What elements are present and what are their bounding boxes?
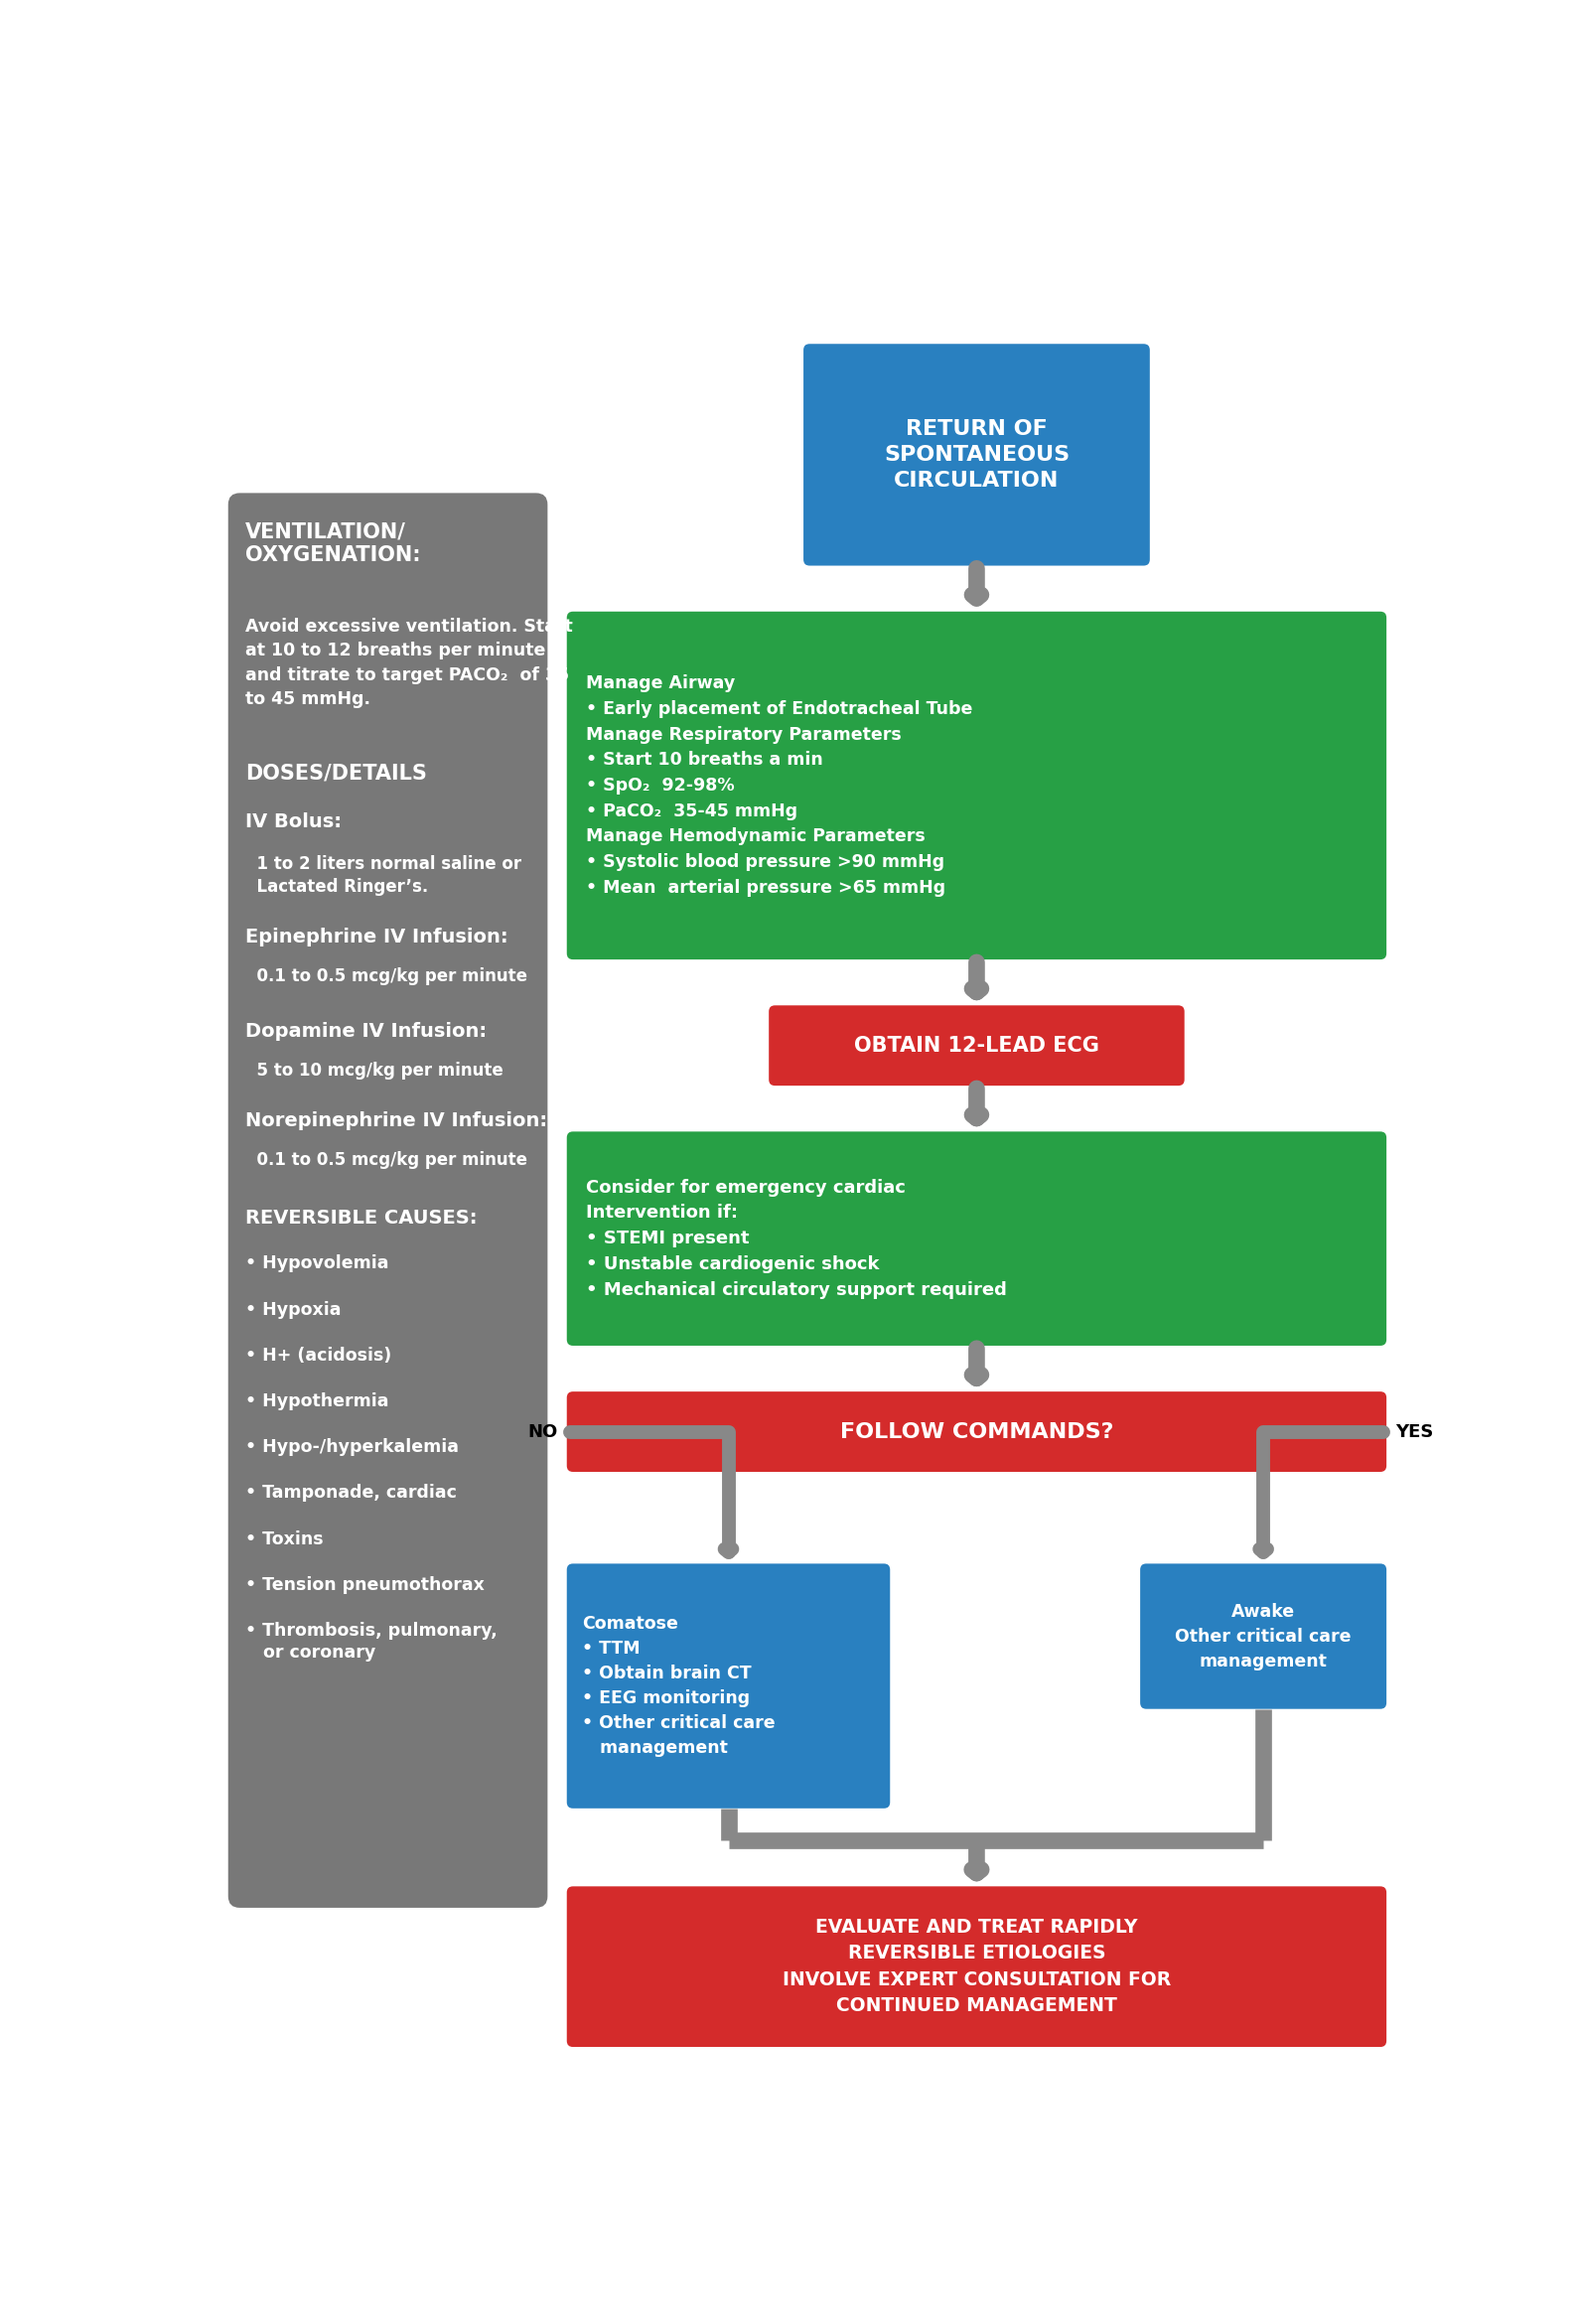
FancyBboxPatch shape (567, 1564, 891, 1808)
FancyBboxPatch shape (227, 493, 548, 1908)
Text: 5 to 10 mcg/kg per minute: 5 to 10 mcg/kg per minute (245, 1062, 504, 1081)
Text: Manage Airway
• Early placement of Endotracheal Tube
Manage Respiratory Paramete: Manage Airway • Early placement of Endot… (586, 674, 973, 897)
Text: Norepinephrine IV Infusion:: Norepinephrine IV Infusion: (245, 1111, 546, 1129)
Text: Avoid excessive ventilation. Start
at 10 to 12 breaths per minute
and titrate to: Avoid excessive ventilation. Start at 10… (245, 618, 573, 709)
FancyBboxPatch shape (567, 1392, 1386, 1471)
Text: • Hypoxia: • Hypoxia (245, 1301, 341, 1318)
Text: OBTAIN 12-LEAD ECG: OBTAIN 12-LEAD ECG (854, 1037, 1099, 1055)
Text: 1 to 2 liters normal saline or
  Lactated Ringer’s.: 1 to 2 liters normal saline or Lactated … (245, 855, 521, 895)
FancyBboxPatch shape (567, 1887, 1386, 2047)
Text: NO: NO (527, 1422, 557, 1441)
Text: • Hypo-/hyperkalemia: • Hypo-/hyperkalemia (245, 1439, 458, 1457)
Text: • Hypovolemia: • Hypovolemia (245, 1255, 388, 1274)
FancyBboxPatch shape (567, 1132, 1386, 1346)
FancyBboxPatch shape (804, 344, 1150, 565)
Text: Awake
Other critical care
management: Awake Other critical care management (1175, 1604, 1352, 1671)
Text: Dopamine IV Infusion:: Dopamine IV Infusion: (245, 1023, 486, 1041)
Text: • Toxins: • Toxins (245, 1529, 324, 1548)
Text: YES: YES (1396, 1422, 1434, 1441)
Text: • Tension pneumothorax: • Tension pneumothorax (245, 1576, 485, 1594)
Text: • Thrombosis, pulmonary,
   or coronary: • Thrombosis, pulmonary, or coronary (245, 1622, 497, 1662)
Text: REVERSIBLE CAUSES:: REVERSIBLE CAUSES: (245, 1208, 477, 1227)
Text: • Tamponade, cardiac: • Tamponade, cardiac (245, 1485, 456, 1501)
FancyBboxPatch shape (1140, 1564, 1386, 1708)
Text: VENTILATION/
OXYGENATION:: VENTILATION/ OXYGENATION: (245, 523, 420, 565)
Text: IV Bolus:: IV Bolus: (245, 813, 341, 832)
Text: Consider for emergency cardiac
Intervention if:
• STEMI present
• Unstable cardi: Consider for emergency cardiac Intervent… (586, 1178, 1007, 1299)
Text: 0.1 to 0.5 mcg/kg per minute: 0.1 to 0.5 mcg/kg per minute (245, 967, 527, 985)
Text: FOLLOW COMMANDS?: FOLLOW COMMANDS? (840, 1422, 1113, 1441)
Text: Comatose
• TTM
• Obtain brain CT
• EEG monitoring
• Other critical care
   manag: Comatose • TTM • Obtain brain CT • EEG m… (583, 1615, 775, 1757)
Text: • H+ (acidosis): • H+ (acidosis) (245, 1346, 392, 1364)
FancyBboxPatch shape (769, 1006, 1184, 1085)
Text: 0.1 to 0.5 mcg/kg per minute: 0.1 to 0.5 mcg/kg per minute (245, 1150, 527, 1169)
Text: EVALUATE AND TREAT RAPIDLY
REVERSIBLE ETIOLOGIES
INVOLVE EXPERT CONSULTATION FOR: EVALUATE AND TREAT RAPIDLY REVERSIBLE ET… (782, 1917, 1172, 2015)
Text: RETURN OF
SPONTANEOUS
CIRCULATION: RETURN OF SPONTANEOUS CIRCULATION (884, 418, 1069, 490)
Text: • Hypothermia: • Hypothermia (245, 1392, 388, 1411)
Text: Epinephrine IV Infusion:: Epinephrine IV Infusion: (245, 927, 508, 946)
FancyBboxPatch shape (567, 611, 1386, 960)
Text: DOSES/DETAILS: DOSES/DETAILS (245, 762, 426, 783)
